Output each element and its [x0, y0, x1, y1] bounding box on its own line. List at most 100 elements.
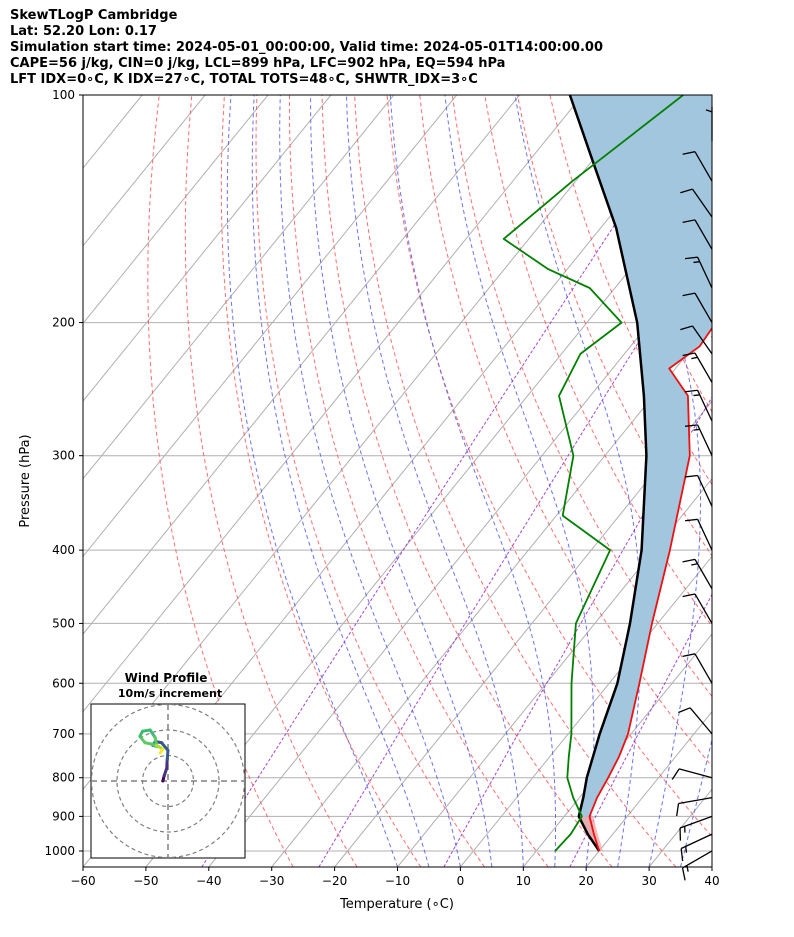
dry-adiabat	[289, 95, 549, 867]
barb-flag-full	[671, 768, 680, 780]
y-axis-label: Pressure (hPa)	[18, 434, 33, 527]
isotherm-line	[83, 95, 583, 713]
y-tick-label: 400	[52, 543, 75, 557]
barb-flag-half	[691, 356, 698, 360]
isotherm-line	[83, 95, 269, 325]
y-tick-label: 200	[52, 316, 75, 330]
barb-staff	[689, 707, 713, 735]
cape-line: CAPE=56 j/kg, CIN=0 j/kg, LCL=899 hPa, L…	[10, 56, 506, 71]
isotherm-line	[83, 95, 458, 558]
barb-staff	[694, 653, 713, 684]
barb-flag-half	[693, 394, 700, 397]
mixing-ratio-line	[318, 224, 712, 867]
barb-flag-half	[693, 428, 700, 431]
barb-flag-full	[682, 653, 696, 657]
barb-staff	[694, 151, 713, 182]
wind-barb	[682, 653, 713, 684]
x-tick-label: −50	[133, 874, 158, 888]
wind-barb	[680, 325, 713, 355]
isotherm-line	[522, 633, 712, 867]
x-tick-label: 0	[457, 874, 465, 888]
wind-barb	[680, 188, 713, 218]
isotherm-line	[208, 244, 712, 867]
barb-staff	[697, 519, 713, 551]
barb-staff	[697, 390, 713, 422]
barb-staff	[694, 593, 713, 624]
x-axis-label: Temperature (∘C)	[339, 897, 454, 912]
barb-flag-full	[682, 558, 696, 563]
wind-barb	[682, 352, 713, 383]
axis-ticks: −60 −50 −40 −30 −20 −10 0 10 20 30 40 1000 900 800 700…	[44, 88, 719, 888]
barb-staff	[694, 292, 713, 323]
barb-flag-full	[684, 518, 698, 522]
wind-barb	[684, 389, 713, 422]
dewpoint-profile-line	[502, 95, 684, 852]
barb-staff	[691, 188, 713, 218]
barb-staff	[697, 256, 713, 289]
hodograph-segment	[158, 747, 165, 755]
barb-flag-full	[682, 593, 696, 598]
moist-adiabat	[389, 95, 556, 867]
barb-flag-full	[682, 151, 696, 155]
moist-adiabat	[251, 95, 430, 867]
wind-barb	[682, 292, 713, 323]
y-tick-label: 600	[52, 676, 75, 690]
hodograph-segment	[160, 741, 170, 752]
wind-barb	[684, 424, 713, 456]
wind-barb	[682, 558, 713, 590]
barb-flag-full	[676, 803, 680, 817]
x-tick-label: 10	[516, 874, 531, 888]
wind-barb	[678, 707, 713, 735]
wind-barb	[682, 219, 713, 250]
temperature-profile-line	[588, 326, 712, 852]
dry-adiabat	[147, 95, 294, 867]
isotherm-line	[0, 95, 16, 867]
isotherm-line	[334, 400, 712, 867]
moist-adiabat	[444, 95, 595, 867]
wind-barb	[676, 796, 713, 817]
moist-adiabat	[310, 95, 493, 867]
time-line: Simulation start time: 2024-05-01_00:00:…	[10, 40, 603, 55]
moist-adiabat	[279, 95, 461, 867]
isotherm-line	[460, 555, 712, 867]
barb-staff	[679, 815, 713, 829]
y-tick-label: 1000	[44, 844, 75, 858]
y-tick-label: 900	[52, 809, 75, 823]
wind-barb	[684, 474, 713, 507]
dry-adiabat	[745, 95, 794, 867]
barb-staff	[678, 768, 713, 779]
barb-staff	[691, 325, 713, 355]
x-tick-label: −10	[385, 874, 410, 888]
dry-adiabat	[778, 95, 794, 867]
x-tick-label: 20	[579, 874, 594, 888]
barb-staff	[697, 475, 713, 507]
x-tick-label: 40	[704, 874, 719, 888]
dry-adiabat	[386, 95, 712, 838]
barb-staff	[682, 850, 713, 869]
barb-flag-half	[686, 865, 689, 872]
wind-barb	[682, 593, 713, 624]
wind-barb	[684, 256, 713, 289]
dry-adiabat	[713, 95, 794, 867]
wind-barb	[684, 518, 713, 551]
barb-flag-full	[684, 474, 698, 478]
parcel-profile-line	[568, 95, 648, 852]
barb-flag-full	[680, 325, 693, 331]
barb-staff	[678, 796, 713, 805]
chart-header: SkewTLogP Cambridge Lat: 52.20 Lon: 0.17…	[10, 8, 603, 88]
x-tick-label: −30	[259, 874, 284, 888]
dry-adiabat	[484, 95, 712, 628]
barb-flag-full	[678, 707, 691, 714]
moist-adiabat	[606, 95, 701, 867]
wind-barb	[671, 768, 713, 780]
isotherm-line	[711, 866, 712, 867]
wind-barb	[679, 815, 713, 841]
chart-title: SkewTLogP Cambridge	[10, 8, 178, 23]
y-tick-label: 700	[52, 727, 75, 741]
wind-barb	[681, 850, 713, 881]
barb-staff	[694, 559, 713, 590]
barb-flag-half	[685, 846, 688, 853]
wind-barbs	[671, 95, 713, 881]
barb-flag-full	[680, 188, 693, 194]
